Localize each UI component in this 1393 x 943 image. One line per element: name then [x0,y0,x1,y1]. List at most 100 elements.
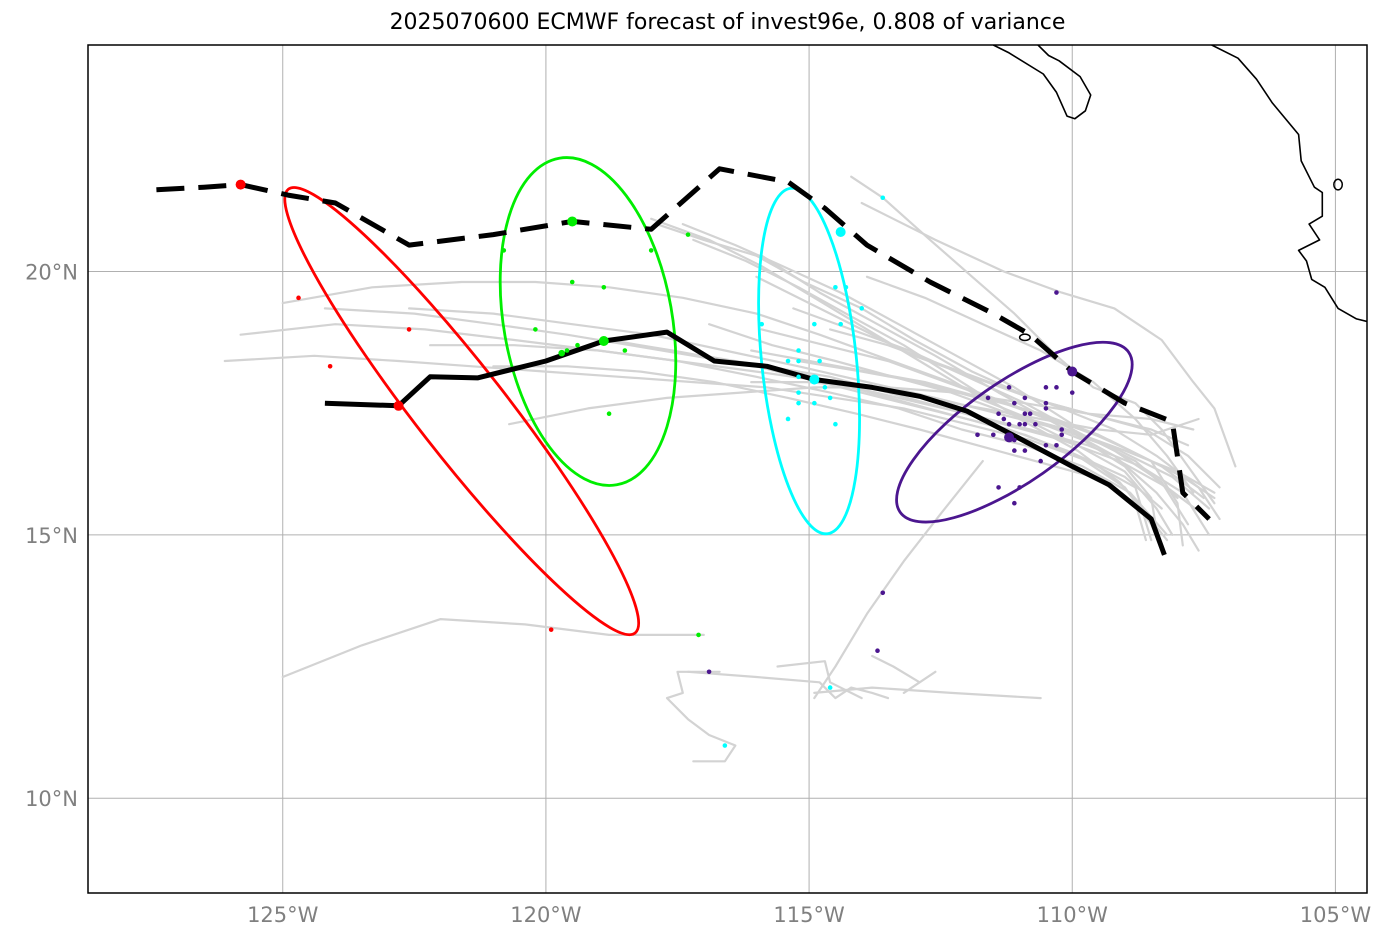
cluster-mean-point [809,374,820,385]
cluster-member-point [1012,400,1017,406]
cluster-ellipse [498,156,678,487]
cluster-member-point [827,395,833,401]
cluster-member-point [1022,421,1028,427]
cluster-mean-point [598,336,609,347]
cluster-member-point [796,348,801,353]
cluster-member-point [759,321,765,327]
cluster-member-point [406,327,412,332]
cluster-mean-point [1004,432,1015,443]
ensemble-member-track [860,201,1237,468]
cluster-member-point [1038,458,1043,464]
cluster-member-point [1022,395,1028,401]
cluster-member-point [785,416,791,422]
ensemble-member-track [223,354,1153,542]
y-tick-label: 20°N [25,260,78,284]
cluster-member-point [575,342,580,348]
extreme-track-dashed-line [156,166,1211,521]
cluster-member-point [533,327,538,332]
mean-track-line [324,329,1167,556]
cluster-member-point [880,590,886,596]
cluster-member-point [1054,290,1059,295]
grid-lines [88,45,1367,893]
cluster-member-point [601,284,607,290]
cluster-member-point [722,743,728,748]
ensemble-member-track [686,670,890,700]
ensemble-member-track [797,359,1158,531]
cluster-member-point [812,400,817,406]
cluster-mean-point [393,400,404,411]
cluster-member-point [838,321,843,327]
cluster-member-point [1043,385,1049,390]
cluster-member-point [296,295,301,301]
cluster-member-point [859,306,865,311]
plot-frame [87,44,1368,894]
cluster-member-point [1027,411,1033,416]
cluster-member-point [1006,421,1012,427]
cluster-member-point [1022,411,1028,416]
x-tick-label: 110°W [1037,903,1109,927]
cluster-member-point [1043,406,1049,411]
cluster-member-point [985,395,991,401]
cluster-member-point [501,248,507,253]
x-tick-label: 120°W [510,903,582,927]
island-outline [1018,333,1031,342]
cluster-member-point [1043,442,1049,448]
cluster-member-point [706,669,712,675]
cluster-member-point [796,374,801,380]
cluster-member-point [1043,400,1049,406]
cluster-member-point [1059,427,1065,432]
cluster-member-point [1054,442,1059,448]
cluster-mean-point [567,216,578,227]
ensemble-member-track [865,275,1195,494]
axis-ticks: 125°W 120°W 115°W 110°W 105°W 20°N 15°N 10°N [25,260,1371,927]
coastline-segment [1211,45,1367,323]
ensemble-member-track [650,217,1174,536]
cluster-member-point [1017,421,1022,427]
ensemble-member-track [792,307,1179,500]
cluster-member-point [996,485,1001,490]
cluster-member-point [1022,448,1028,453]
x-tick-label: 105°W [1300,903,1372,927]
x-tick-label: 115°W [773,903,845,927]
cluster-ellipse [895,340,1134,524]
cluster-member-point [796,390,801,395]
ensemble-member-track [828,328,1221,521]
cluster-member-point [548,627,554,632]
cluster-member-point [564,348,570,353]
cluster-mean-point [235,179,246,190]
ensemble-member-track [776,660,863,700]
cluster-mean-point [835,226,846,237]
y-tick-label: 10°N [25,787,78,811]
cluster-member-point [875,648,880,654]
cluster-member-point [796,358,801,364]
ensemble-member-track [813,686,1042,700]
cluster-member-point [685,232,691,237]
cluster-points [235,179,1078,748]
coastline [992,45,1367,342]
cluster-member-point [833,421,838,427]
ensemble-member-track [408,307,1211,510]
cluster-member-point [622,348,628,353]
ensemble-member-track [813,460,984,700]
cluster-member-point [833,284,838,290]
cluster-member-point [1001,416,1007,422]
cluster-member-point [880,195,886,201]
cluster-member-point [696,632,701,638]
cluster-member-point [843,284,849,290]
x-tick-label: 125°W [247,903,319,927]
cluster-member-point [812,321,817,327]
island-outline [1333,178,1344,191]
cluster-member-point [975,432,980,438]
ensemble-tracks [223,175,1237,763]
mean-tracks [156,166,1211,556]
cluster-member-point [991,432,996,438]
cluster-member-point [1012,500,1017,506]
ensemble-member-track [665,670,737,763]
cluster-member-point [796,400,801,406]
cluster-extra-point [558,349,566,357]
coastline-segment [992,45,1092,120]
cluster-member-point [827,685,833,690]
chart-title: 2025070600 ECMWF forecast of invest96e, … [389,10,1066,35]
cluster-member-point [648,248,654,253]
